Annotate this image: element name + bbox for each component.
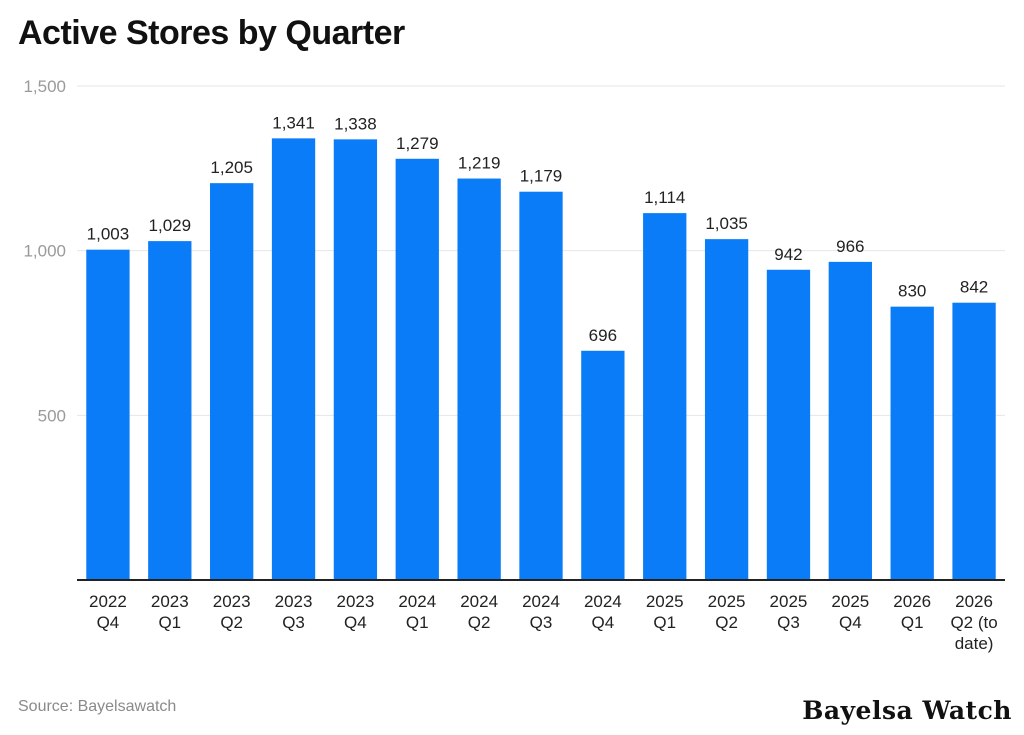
data-label: 842: [960, 278, 988, 297]
data-label: 830: [898, 282, 926, 301]
bar: [766, 269, 811, 580]
x-tick-label-line: 2023: [336, 592, 374, 611]
x-tick-label: 2025 Q4: [831, 592, 869, 632]
bar: [148, 241, 192, 580]
x-tick-label-line: 2024: [584, 592, 622, 611]
x-tick-label-line: 2026: [955, 592, 993, 611]
source-note: Source: Bayelsawatch: [18, 698, 177, 715]
x-tick-label: 2025 Q2: [708, 592, 746, 632]
bar: [643, 213, 687, 580]
x-tick-label-line: Q1: [901, 613, 924, 632]
data-label: 1,003: [87, 225, 130, 244]
x-tick-label-line: Q1: [158, 613, 181, 632]
bar: [333, 139, 378, 581]
data-label: 1,205: [210, 158, 253, 177]
bar: [395, 158, 439, 581]
x-tick-label-line: 2023: [151, 592, 189, 611]
x-tick-label: 2023 Q2: [213, 592, 251, 632]
x-tick-label-line: 2024: [460, 592, 498, 611]
data-label: 1,279: [396, 134, 439, 153]
data-label: 696: [589, 326, 617, 345]
bar: [828, 261, 872, 580]
x-tick-label-line: Q2: [220, 613, 243, 632]
x-tick-label: 2026 Q1: [893, 592, 931, 632]
bar: [210, 183, 254, 581]
x-tick-label-line: Q2: [468, 613, 491, 632]
x-tick-label-line: Q4: [97, 613, 120, 632]
x-tick-label-line: date): [955, 634, 994, 653]
x-tick-label-line: 2023: [213, 592, 251, 611]
bar: [581, 350, 625, 580]
bar: [271, 138, 316, 580]
data-label: 1,219: [458, 154, 501, 173]
data-label: 1,029: [149, 216, 192, 235]
x-tick-label: 2024 Q3: [522, 592, 560, 632]
x-tick-label-line: Q3: [777, 613, 800, 632]
x-tick-label-line: 2022: [89, 592, 127, 611]
x-tick-label-line: Q4: [839, 613, 862, 632]
x-tick-label: 2024 Q1: [398, 592, 436, 632]
x-tick-label-line: Q2 (to: [950, 613, 997, 632]
x-tick-label: 2025 Q1: [646, 592, 684, 632]
x-tick-label-line: 2024: [398, 592, 436, 611]
x-tick-label-line: 2026: [893, 592, 931, 611]
x-tick-label: 2022 Q4: [89, 592, 127, 632]
x-tick-label-line: 2025: [708, 592, 746, 611]
x-tick-label-line: Q1: [653, 613, 676, 632]
y-tick-label: 500: [38, 406, 66, 425]
x-tick-label-line: Q4: [592, 613, 615, 632]
data-label: 942: [774, 245, 802, 264]
x-tick-label: 2023 Q1: [151, 592, 189, 632]
x-tick-label: 2026 Q2 (to date): [950, 592, 997, 653]
x-tick-label: 2023 Q4: [336, 592, 374, 632]
x-tick-label-line: 2023: [275, 592, 313, 611]
y-axis-ticks: 500 1,000 1,500: [23, 77, 66, 425]
x-tick-label-line: Q1: [406, 613, 429, 632]
x-tick-label-line: Q2: [715, 613, 738, 632]
x-tick-label-line: 2025: [646, 592, 684, 611]
bar: [86, 249, 130, 581]
x-tick-label-line: 2025: [831, 592, 869, 611]
bar: [457, 178, 501, 580]
bar: [952, 302, 996, 580]
data-label: 1,341: [272, 113, 315, 132]
bar: [704, 239, 749, 580]
x-tick-label: 2025 Q3: [770, 592, 808, 632]
y-tick-label: 1,000: [23, 242, 66, 261]
x-tick-label-line: 2025: [770, 592, 808, 611]
data-label: 1,035: [705, 214, 748, 233]
x-tick-label: 2024 Q2: [460, 592, 498, 632]
y-tick-label: 1,500: [23, 77, 66, 96]
bars: [86, 138, 996, 581]
x-tick-label: 2024 Q4: [584, 592, 622, 632]
x-tick-label-line: Q3: [530, 613, 553, 632]
x-tick-label-line: 2024: [522, 592, 560, 611]
data-label: 1,114: [644, 188, 685, 207]
x-tick-label-line: Q4: [344, 613, 367, 632]
data-label: 1,179: [520, 167, 563, 186]
x-tick-label: 2023 Q3: [275, 592, 313, 632]
bar: [519, 191, 563, 580]
data-label: 966: [836, 237, 864, 256]
data-labels: 1,003 1,029 1,205 1,341 1,338 1,279 1,219 1,179…: [87, 113, 989, 344]
bar: [890, 306, 934, 580]
brand-logo: Bayelsa Watch: [802, 696, 1012, 725]
data-label: 1,338: [334, 114, 377, 133]
chart-title: Active Stores by Quarter: [18, 14, 405, 52]
x-tick-label-line: Q3: [282, 613, 305, 632]
